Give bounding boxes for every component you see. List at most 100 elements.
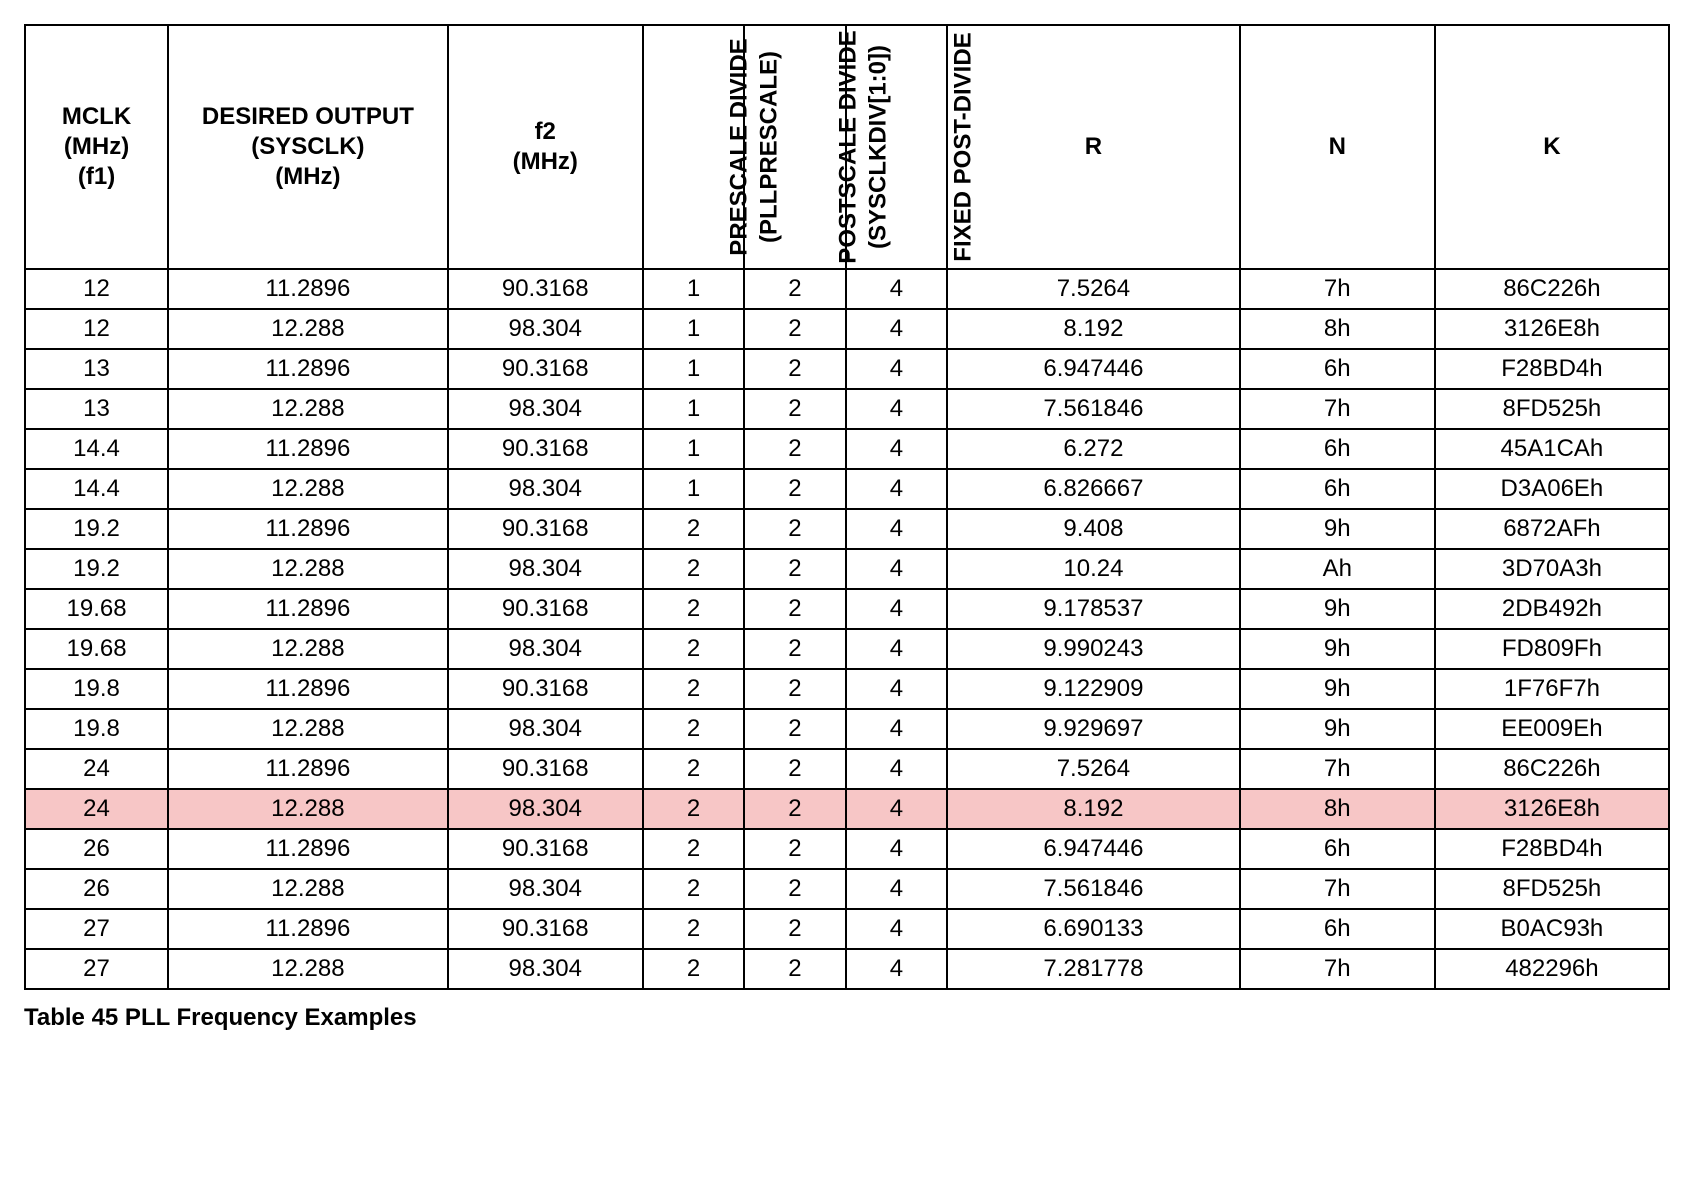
- cell-K: 3126E8h: [1435, 309, 1669, 349]
- cell-N: 7h: [1240, 949, 1435, 989]
- cell-sysclk: 12.288: [168, 949, 448, 989]
- cell-postscale: 2: [744, 589, 845, 629]
- cell-K: B0AC93h: [1435, 909, 1669, 949]
- cell-R: 9.122909: [947, 669, 1240, 709]
- table-row: 14.412.28898.3041246.8266676hD3A06Eh: [25, 469, 1669, 509]
- col-postscale-label: POSTSCALE DIVIDE (SYSCLKDIV[1:0]): [834, 30, 894, 263]
- cell-f2: 98.304: [448, 469, 643, 509]
- cell-R: 9.990243: [947, 629, 1240, 669]
- cell-R: 8.192: [947, 789, 1240, 829]
- cell-fixed: 4: [846, 549, 947, 589]
- cell-mclk: 13: [25, 389, 168, 429]
- cell-K: 3D70A3h: [1435, 549, 1669, 589]
- cell-mclk: 26: [25, 829, 168, 869]
- cell-sysclk: 12.288: [168, 869, 448, 909]
- cell-f2: 98.304: [448, 629, 643, 669]
- cell-postscale: 2: [744, 509, 845, 549]
- cell-R: 9.929697: [947, 709, 1240, 749]
- col-R-header: R: [947, 25, 1240, 269]
- cell-mclk: 14.4: [25, 429, 168, 469]
- col-sysclk-line1: DESIRED OUTPUT: [202, 103, 414, 130]
- cell-sysclk: 12.288: [168, 629, 448, 669]
- cell-sysclk: 11.2896: [168, 509, 448, 549]
- table-row: 19.211.289690.31682249.4089h6872AFh: [25, 509, 1669, 549]
- cell-K: 1F76F7h: [1435, 669, 1669, 709]
- cell-postscale: 2: [744, 709, 845, 749]
- cell-K: D3A06Eh: [1435, 469, 1669, 509]
- cell-N: 9h: [1240, 589, 1435, 629]
- col-f2-line1: f2: [535, 118, 556, 145]
- cell-fixed: 4: [846, 509, 947, 549]
- cell-R: 6.272: [947, 429, 1240, 469]
- cell-fixed: 4: [846, 909, 947, 949]
- cell-N: 7h: [1240, 749, 1435, 789]
- cell-sysclk: 11.2896: [168, 349, 448, 389]
- cell-mclk: 19.8: [25, 709, 168, 749]
- cell-postscale: 2: [744, 669, 845, 709]
- cell-fixed: 4: [846, 949, 947, 989]
- cell-sysclk: 11.2896: [168, 829, 448, 869]
- cell-f2: 90.3168: [448, 509, 643, 549]
- cell-postscale: 2: [744, 829, 845, 869]
- cell-R: 7.5264: [947, 269, 1240, 309]
- table-row: 1211.289690.31681247.52647h86C226h: [25, 269, 1669, 309]
- cell-prescale: 2: [643, 789, 744, 829]
- cell-prescale: 1: [643, 349, 744, 389]
- cell-fixed: 4: [846, 749, 947, 789]
- cell-N: 6h: [1240, 349, 1435, 389]
- cell-fixed: 4: [846, 429, 947, 469]
- cell-K: 8FD525h: [1435, 389, 1669, 429]
- cell-postscale: 2: [744, 389, 845, 429]
- cell-K: 86C226h: [1435, 749, 1669, 789]
- cell-K: 6872AFh: [1435, 509, 1669, 549]
- cell-f2: 98.304: [448, 949, 643, 989]
- cell-mclk: 19.2: [25, 549, 168, 589]
- cell-K: FD809Fh: [1435, 629, 1669, 669]
- cell-K: 2DB492h: [1435, 589, 1669, 629]
- cell-mclk: 19.68: [25, 589, 168, 629]
- cell-f2: 90.3168: [448, 909, 643, 949]
- table-row: 19.6812.28898.3042249.9902439hFD809Fh: [25, 629, 1669, 669]
- cell-fixed: 4: [846, 389, 947, 429]
- cell-mclk: 12: [25, 269, 168, 309]
- table-row: 2612.28898.3042247.5618467h8FD525h: [25, 869, 1669, 909]
- col-mclk-line2: (MHz): [64, 133, 129, 160]
- cell-sysclk: 11.2896: [168, 429, 448, 469]
- table-row: 1311.289690.31681246.9474466hF28BD4h: [25, 349, 1669, 389]
- col-prescale-label: PRESCALE DIVIDE (PLLPRESCALE): [724, 38, 784, 255]
- cell-mclk: 24: [25, 749, 168, 789]
- cell-N: 6h: [1240, 469, 1435, 509]
- cell-fixed: 4: [846, 309, 947, 349]
- cell-f2: 90.3168: [448, 669, 643, 709]
- cell-postscale: 2: [744, 749, 845, 789]
- cell-R: 6.690133: [947, 909, 1240, 949]
- cell-postscale: 2: [744, 789, 845, 829]
- cell-R: 6.947446: [947, 829, 1240, 869]
- cell-postscale: 2: [744, 469, 845, 509]
- cell-mclk: 13: [25, 349, 168, 389]
- col-f2-line2: (MHz): [513, 148, 578, 175]
- cell-N: 9h: [1240, 629, 1435, 669]
- cell-prescale: 2: [643, 829, 744, 869]
- cell-sysclk: 12.288: [168, 309, 448, 349]
- cell-N: Ah: [1240, 549, 1435, 589]
- cell-sysclk: 12.288: [168, 549, 448, 589]
- col-mclk-header: MCLK (MHz) (f1): [25, 25, 168, 269]
- cell-postscale: 2: [744, 269, 845, 309]
- cell-f2: 90.3168: [448, 589, 643, 629]
- cell-prescale: 1: [643, 469, 744, 509]
- cell-fixed: 4: [846, 669, 947, 709]
- cell-R: 8.192: [947, 309, 1240, 349]
- cell-fixed: 4: [846, 829, 947, 869]
- cell-f2: 98.304: [448, 549, 643, 589]
- cell-postscale: 2: [744, 949, 845, 989]
- cell-R: 9.178537: [947, 589, 1240, 629]
- cell-N: 8h: [1240, 309, 1435, 349]
- cell-f2: 98.304: [448, 389, 643, 429]
- cell-N: 7h: [1240, 869, 1435, 909]
- cell-prescale: 2: [643, 669, 744, 709]
- cell-R: 7.281778: [947, 949, 1240, 989]
- cell-N: 7h: [1240, 389, 1435, 429]
- cell-mclk: 26: [25, 869, 168, 909]
- cell-f2: 98.304: [448, 709, 643, 749]
